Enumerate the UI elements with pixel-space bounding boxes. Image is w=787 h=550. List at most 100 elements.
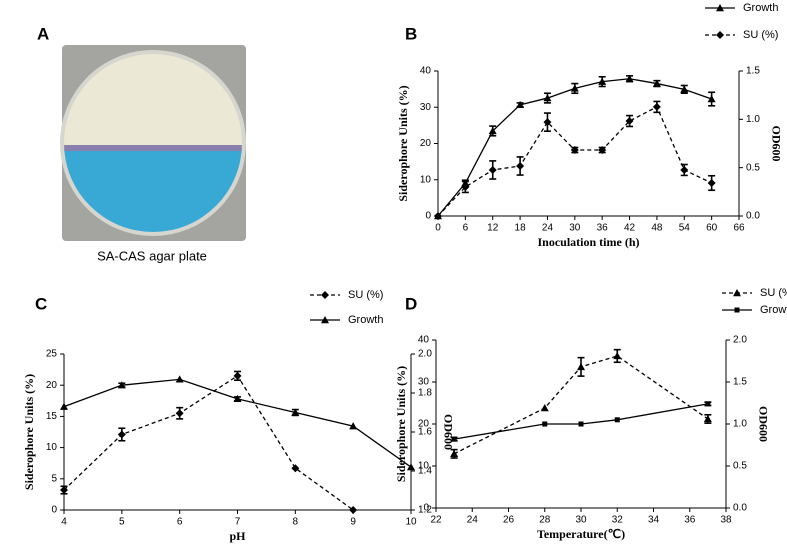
x-axis-label: Temperature(℃)	[537, 527, 625, 541]
marker	[577, 362, 585, 371]
y2-tick-label: 1.0	[733, 419, 747, 430]
series-line	[63, 374, 354, 511]
x-tick-label: 7	[235, 517, 241, 528]
y-tick-label: 10	[420, 174, 432, 185]
y2-tick-label: 1.2	[418, 505, 432, 516]
y-tick-label: 10	[46, 442, 58, 453]
legend-item: SU (%)	[310, 289, 383, 301]
x-tick-label: 28	[539, 515, 551, 526]
marker	[349, 422, 358, 430]
marker	[570, 84, 579, 92]
marker	[652, 79, 661, 87]
marker	[680, 85, 689, 93]
marker	[451, 436, 457, 442]
x-tick-label: 60	[706, 223, 718, 234]
y2-tick-label: 2.0	[733, 335, 747, 346]
y2-tick-label: 0.0	[746, 211, 760, 222]
marker	[578, 421, 584, 427]
y-tick-label: 5	[51, 473, 57, 484]
legend-label: Growth	[348, 314, 383, 326]
marker	[488, 165, 497, 174]
panel-label: C	[35, 294, 47, 313]
marker	[598, 146, 607, 155]
x-tick-label: 36	[684, 515, 696, 526]
marker	[516, 161, 525, 170]
marker	[543, 118, 552, 127]
marker	[625, 117, 634, 126]
y2-tick-label: 0.5	[733, 461, 747, 472]
y-tick-label: 30	[420, 102, 432, 113]
marker	[652, 102, 661, 111]
photo-panel: A SA-CAS agar plate	[37, 24, 246, 263]
x-tick-label: 24	[542, 223, 554, 234]
marker	[349, 506, 358, 514]
marker	[291, 464, 300, 473]
x-axis-label: Inoculation time (h)	[538, 235, 640, 249]
y2-tick-label: 1.0	[746, 114, 760, 125]
x-tick-label: 66	[733, 223, 745, 234]
photo-caption: SA-CAS agar plate	[97, 248, 207, 263]
series-line	[63, 378, 412, 468]
y2-tick-label: 2.0	[418, 349, 432, 360]
y-tick-label: 0	[425, 211, 431, 222]
x-tick-label: 24	[467, 515, 479, 526]
y-tick-label: 30	[418, 377, 430, 388]
y2-tick-label: 1.5	[733, 377, 747, 388]
marker	[488, 126, 497, 135]
y2-axis-label: OD600	[756, 406, 770, 442]
marker	[570, 146, 579, 155]
marker	[117, 430, 126, 439]
y-tick-label: 40	[418, 335, 430, 346]
x-tick-label: 0	[435, 223, 441, 234]
x-tick-label: 42	[624, 223, 636, 234]
y2-tick-label: 0.5	[746, 162, 760, 173]
legend-label: SU (%)	[760, 287, 787, 299]
x-tick-label: 38	[720, 515, 732, 526]
panel-label: D	[405, 294, 417, 313]
marker	[516, 100, 525, 109]
marker	[540, 404, 549, 412]
legend-marker	[321, 291, 329, 299]
y2-tick-label: 1.4	[418, 466, 432, 477]
legend-label: Growth	[760, 304, 787, 316]
x-tick-label: 6	[177, 517, 183, 528]
legend-marker	[733, 289, 741, 297]
legend-item: SU (%)	[722, 287, 787, 299]
legend-label: Growth	[743, 2, 778, 14]
marker	[613, 351, 622, 360]
legend-item: Growth	[722, 304, 787, 316]
x-tick-label: 4	[61, 517, 67, 528]
legend-label: SU (%)	[743, 29, 778, 41]
x-axis-label: pH	[229, 529, 246, 543]
chart-panel: C 4 5 6 7 8 9 10 0 5 10 15 20 25 1.2 1.4 1.6 1.8 2.0 pH Side…	[22, 289, 456, 543]
x-tick-label: 22	[430, 515, 442, 526]
legend-item: Growth	[310, 314, 383, 326]
y-tick-label: 15	[46, 411, 58, 422]
marker	[450, 449, 459, 458]
marker	[598, 77, 607, 85]
y-tick-label: 40	[420, 66, 432, 77]
marker	[60, 402, 68, 410]
marker	[291, 408, 300, 416]
legend-marker	[716, 31, 724, 39]
x-tick-label: 6	[463, 223, 469, 234]
marker	[175, 409, 184, 418]
y2-tick-label: 1.5	[746, 66, 760, 77]
y-tick-label: 20	[46, 380, 58, 391]
x-tick-label: 34	[648, 515, 660, 526]
series-line	[437, 105, 712, 217]
marker	[434, 212, 442, 220]
marker	[707, 95, 716, 103]
x-tick-label: 5	[119, 517, 125, 528]
marker	[175, 375, 184, 383]
marker	[117, 381, 126, 389]
x-tick-label: 48	[651, 223, 663, 234]
marker	[625, 74, 634, 82]
marker	[543, 94, 552, 102]
x-tick-label: 30	[575, 515, 587, 526]
y2-axis-label: OD600	[441, 414, 455, 450]
marker	[60, 486, 68, 495]
x-tick-label: 10	[405, 517, 417, 528]
legend-item: Growth	[705, 2, 778, 14]
